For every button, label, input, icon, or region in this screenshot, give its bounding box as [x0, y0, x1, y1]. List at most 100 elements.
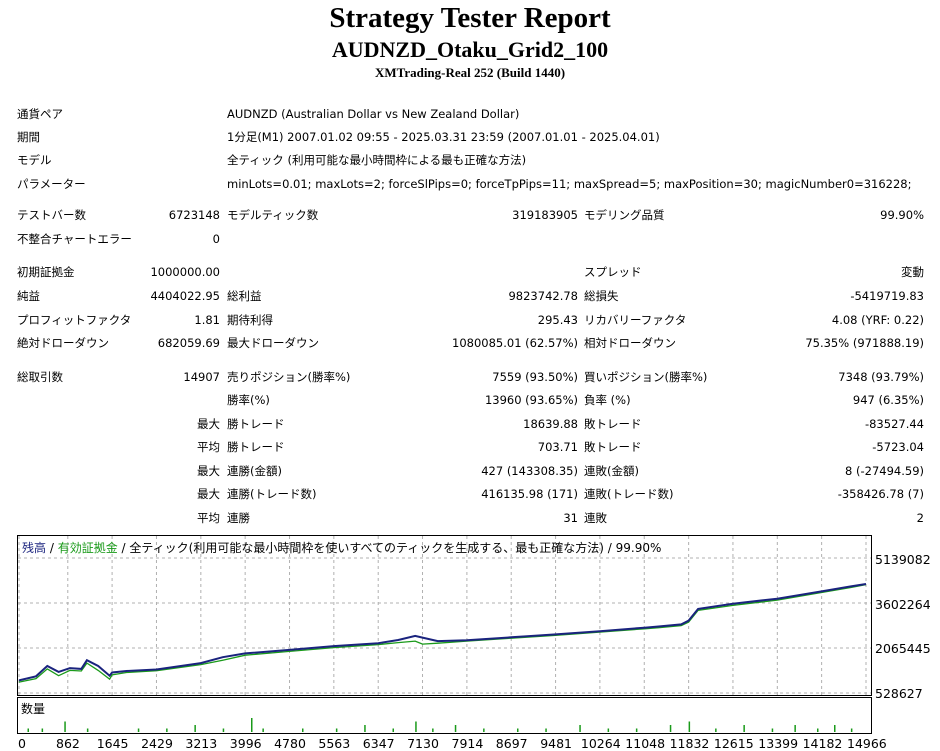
net-label: 純益 — [17, 289, 40, 303]
y-axis-label: 3602264 — [875, 597, 931, 612]
short-label: 売りポジション(勝率%) — [227, 370, 351, 384]
max-consec-amt-prefix: 最大 — [197, 464, 220, 478]
pf-value: 1.81 — [194, 313, 220, 327]
volume-bar — [27, 728, 29, 732]
x-axis-label: 7914 — [451, 736, 484, 751]
spread-value: 変動 — [901, 265, 924, 279]
win-rate-value: 13960 (93.65%) — [484, 393, 578, 407]
x-axis-label: 7130 — [407, 736, 439, 751]
mismatch-label: 不整合チャートエラー — [17, 232, 132, 246]
volume-bar — [392, 728, 394, 732]
y-axis-label: 5139082 — [875, 552, 931, 567]
legend-balance: 残高 — [22, 541, 47, 555]
deposit-value: 1000000.00 — [150, 265, 220, 279]
volume-chart-svg — [27, 718, 853, 732]
avg-loss-label: 敗トレード — [584, 440, 642, 454]
max-win-value: 18639.88 — [523, 417, 578, 431]
chart-legend: 残高 / 有効証拠金 / 全ティック(利用可能な最小時間枠を使いすべてのティック… — [22, 539, 661, 556]
x-axis-label: 14966 — [847, 736, 887, 751]
consec-win-amt-value: 427 (143308.35) — [481, 464, 578, 478]
volume-bar — [64, 721, 66, 732]
win-rate-label: 勝率(%) — [227, 393, 270, 407]
consec-loss-amt-value: 8 (-27494.59) — [845, 464, 924, 478]
x-axis-label: 11048 — [625, 736, 666, 751]
ticks-value: 319183905 — [512, 208, 578, 222]
volume-bar — [794, 725, 796, 732]
x-axis-label: 862 — [56, 736, 80, 751]
volume-bar — [302, 728, 304, 732]
volume-bar — [850, 728, 853, 732]
max-dd-label: 最大ドローダウン — [227, 336, 319, 350]
volume-chart: 数量 — [17, 697, 872, 734]
volume-bar — [743, 725, 745, 732]
total-trades-label: 総取引数 — [17, 370, 63, 384]
net-value: 4404022.95 — [150, 289, 220, 303]
abs-dd-value: 682059.69 — [157, 336, 220, 350]
x-axis-label: 13399 — [758, 736, 799, 751]
volume-bar — [166, 728, 168, 732]
x-axis-label: 4780 — [274, 736, 306, 751]
consec-win-amt-label: 連勝(金額) — [227, 464, 282, 478]
x-axis-label: 2429 — [141, 736, 173, 751]
max-consec-cnt-prefix: 最大 — [197, 487, 220, 501]
quality-label: モデリング品質 — [584, 208, 665, 222]
quality-value: 99.90% — [880, 208, 924, 222]
pf-label: プロフィットファクタ — [17, 313, 132, 327]
ticks-label: モデルティック数 — [227, 208, 319, 222]
volume-bar — [517, 728, 519, 732]
y-axis-label: 528627 — [875, 686, 923, 701]
gross-loss-value: -5419719.83 — [850, 289, 924, 303]
consec-win-cnt-value: 416135.98 (171) — [481, 487, 578, 501]
abs-dd-label: 絶対ドローダウン — [17, 336, 109, 350]
short-value: 7559 (93.50%) — [492, 370, 578, 384]
total-trades-value: 14907 — [183, 370, 220, 384]
volume-bar — [251, 718, 253, 732]
spread-label: スプレッド — [584, 265, 642, 279]
volume-bar — [262, 728, 264, 732]
max-dd-value: 1080085.01 (62.57%) — [452, 336, 578, 350]
avg-consec-win-label: 連勝 — [227, 511, 250, 525]
loss-rate-value: 947 (6.35%) — [852, 393, 924, 407]
long-label: 買いポジション(勝率%) — [584, 370, 708, 384]
x-axis-label: 14182 — [802, 736, 843, 751]
bars-value: 6723148 — [168, 208, 220, 222]
period-value: 1分足(M1) 2007.01.02 09:55 - 2025.03.31 23… — [227, 130, 660, 144]
y-axis-label: 2065445 — [875, 641, 931, 656]
long-value: 7348 (93.79%) — [838, 370, 924, 384]
volume-bar — [222, 728, 225, 732]
avg-consec-prefix: 平均 — [197, 511, 220, 525]
avg-loss-value: -5723.04 — [872, 440, 924, 454]
volume-bar — [483, 728, 485, 732]
pair-label: 通貨ペア — [17, 107, 63, 121]
volume-bar — [86, 728, 89, 732]
avg-win-label: 勝トレード — [227, 440, 285, 454]
x-axis-label: 1645 — [96, 736, 129, 751]
max-loss-label: 敗トレード — [584, 417, 642, 431]
model-value: 全ティック (利用可能な最小時間枠による最も正確な方法) — [227, 153, 527, 167]
bars-label: テストバー数 — [17, 208, 86, 222]
params-value: minLots=0.01; maxLots=2; forceSlPips=0; … — [227, 177, 912, 191]
avg-consec-loss-value: 2 — [916, 511, 924, 525]
volume-bar — [41, 728, 44, 732]
avg-consec-loss-label: 連敗 — [584, 511, 607, 525]
avg-win-value: 703.71 — [537, 440, 578, 454]
rel-dd-label: 相対ドローダウン — [584, 336, 676, 350]
x-axis-label: 11832 — [669, 736, 710, 751]
pair-value: AUDNZD (Australian Dollar vs New Zealand… — [227, 107, 520, 121]
volume-bar — [688, 721, 691, 732]
recovery-label: リカバリーファクタ — [584, 313, 687, 327]
volume-bar — [335, 728, 338, 732]
x-axis-label: 10264 — [580, 736, 621, 751]
x-axis-label: 6347 — [362, 736, 395, 751]
volume-bar — [607, 728, 610, 732]
gross-profit-value: 9823742.78 — [508, 289, 578, 303]
x-axis-label: 3213 — [185, 736, 218, 751]
mismatch-value: 0 — [212, 232, 220, 246]
balance-chart: 残高 / 有効証拠金 / 全ティック(利用可能な最小時間枠を使いすべてのティック… — [17, 535, 872, 696]
loss-rate-label: 負率 (%) — [584, 393, 631, 407]
volume-bar — [194, 725, 196, 732]
volume-bar — [635, 728, 638, 732]
x-axis-label: 8697 — [495, 736, 528, 751]
consec-win-cnt-label: 連勝(トレード数) — [227, 487, 317, 501]
max-win-label: 勝トレード — [227, 417, 285, 431]
